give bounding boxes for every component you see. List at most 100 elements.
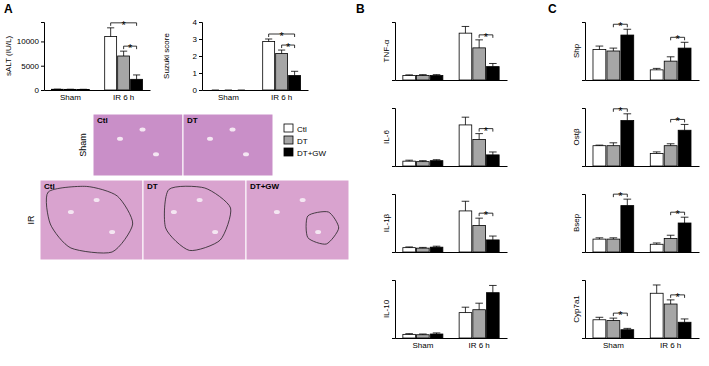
error-bar bbox=[405, 160, 413, 162]
error-bar bbox=[54, 89, 61, 90]
x-tick: Sham bbox=[218, 90, 239, 102]
chart: 0500010000ShamIR 6 hsALT (IU/L)** bbox=[4, 19, 151, 102]
y-tick: 0 bbox=[193, 86, 202, 95]
bar bbox=[276, 53, 288, 90]
y-axis-title: TNF-α bbox=[382, 39, 391, 62]
error-bar bbox=[610, 48, 618, 51]
necrosis-outline bbox=[164, 186, 230, 250]
bar bbox=[105, 37, 117, 90]
error-bar bbox=[610, 143, 618, 146]
x-tick: Sham bbox=[412, 338, 433, 350]
bar bbox=[650, 244, 663, 252]
error-bar bbox=[596, 145, 604, 147]
x-tick-label: IR 6 h bbox=[113, 93, 134, 102]
y-axis-line bbox=[582, 195, 586, 253]
marks bbox=[593, 285, 691, 338]
image-label: Ctl bbox=[44, 182, 55, 191]
error-bar bbox=[667, 144, 675, 146]
y-axis bbox=[582, 281, 586, 339]
vessel bbox=[153, 152, 159, 156]
vessel bbox=[315, 230, 321, 234]
error-bar bbox=[433, 159, 441, 161]
vessel bbox=[140, 128, 146, 132]
histology-image: DT bbox=[183, 114, 273, 176]
y-axis-line bbox=[392, 23, 396, 81]
y-axis-line bbox=[392, 281, 396, 339]
error-bar bbox=[225, 90, 232, 91]
legend-label: DT bbox=[297, 137, 308, 146]
significance-label: * bbox=[675, 291, 680, 303]
bar bbox=[459, 211, 472, 252]
bar bbox=[417, 248, 430, 252]
error-bar bbox=[653, 152, 661, 154]
vessel bbox=[197, 198, 203, 202]
y-tick-mark bbox=[199, 39, 202, 40]
x-tick-label: Sham bbox=[218, 93, 239, 102]
x-axis-line bbox=[396, 80, 508, 81]
y-axis-title: Ostβ bbox=[572, 128, 581, 145]
bar bbox=[678, 130, 691, 166]
marks bbox=[593, 199, 691, 252]
image-label: DT bbox=[187, 116, 198, 125]
bar bbox=[621, 121, 634, 166]
legend-label: Ctl bbox=[297, 125, 307, 134]
bar bbox=[430, 334, 443, 338]
marks bbox=[403, 201, 499, 252]
y-axis-title: IL-1β bbox=[382, 213, 391, 232]
error-bar bbox=[433, 74, 441, 76]
chart: ShamIR 6 hCyp7a1** bbox=[572, 281, 700, 350]
necrosis-outline bbox=[306, 212, 339, 245]
significance-label: * bbox=[618, 20, 623, 32]
tissue bbox=[40, 180, 143, 260]
y-axis-line bbox=[582, 109, 586, 167]
bar bbox=[621, 330, 634, 338]
bar bbox=[487, 67, 500, 80]
bar bbox=[430, 247, 443, 252]
significance-label: * bbox=[484, 209, 489, 221]
y-tick-label: 2 bbox=[193, 52, 198, 61]
y-axis-title: IL-6 bbox=[382, 130, 391, 144]
error-bar bbox=[278, 50, 285, 53]
error-bar bbox=[462, 117, 470, 125]
y-axis-title: IL-10 bbox=[382, 299, 391, 318]
marks bbox=[403, 117, 499, 166]
x-tick-label: IR 6 h bbox=[271, 93, 292, 102]
bar bbox=[263, 42, 275, 90]
x-tick-label: Sham bbox=[60, 93, 81, 102]
x-tick: IR 6 h bbox=[271, 90, 292, 102]
significance-label: * bbox=[484, 31, 489, 43]
error-bar bbox=[67, 89, 74, 90]
bar bbox=[664, 61, 677, 80]
bar bbox=[650, 153, 663, 166]
marks bbox=[403, 285, 499, 338]
marks bbox=[212, 39, 301, 90]
x-axis-line bbox=[586, 252, 700, 253]
bar bbox=[417, 76, 430, 80]
x-axis: ShamIR 6 h bbox=[586, 338, 700, 350]
error-bar bbox=[610, 318, 618, 320]
bar bbox=[607, 146, 620, 166]
bar bbox=[487, 155, 500, 166]
significance-label: * bbox=[128, 42, 133, 54]
error-bar bbox=[419, 160, 427, 162]
chart: IL-1β * bbox=[382, 195, 508, 253]
error-bar bbox=[433, 246, 441, 248]
bar bbox=[664, 304, 677, 338]
error-bar bbox=[681, 319, 689, 322]
bar bbox=[403, 334, 416, 338]
error-bar bbox=[433, 333, 441, 334]
x-tick-label: IR 6 h bbox=[660, 341, 681, 350]
necrosis-outline bbox=[46, 186, 132, 253]
y-tick-mark bbox=[199, 56, 202, 57]
chart: ShamIR 6 hIL-10 bbox=[382, 281, 508, 350]
error-bar bbox=[212, 90, 219, 91]
marks bbox=[403, 26, 499, 80]
y-tick-mark bbox=[199, 22, 202, 23]
y-tick-label: 0 bbox=[193, 86, 198, 95]
vessel bbox=[230, 128, 236, 132]
error-bar bbox=[419, 247, 427, 249]
bar bbox=[593, 50, 606, 80]
x-axis-line bbox=[396, 166, 508, 167]
histology-image: DT bbox=[143, 180, 246, 260]
error-bar bbox=[405, 74, 413, 76]
